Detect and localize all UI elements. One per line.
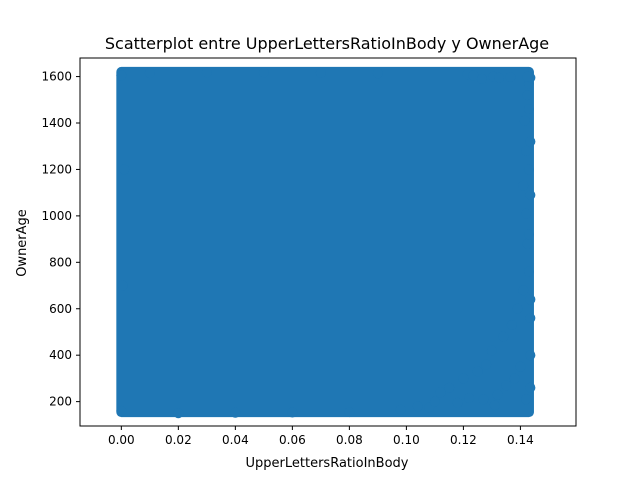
scatter-point bbox=[494, 72, 505, 83]
scatter-point bbox=[523, 229, 534, 240]
scatter-point bbox=[344, 407, 355, 418]
scatter-point bbox=[119, 164, 130, 175]
scatter-point bbox=[525, 189, 536, 200]
scatter-point bbox=[458, 373, 469, 384]
scatter-point bbox=[512, 303, 523, 314]
scatter-point bbox=[476, 73, 487, 84]
y-tick-label: 800 bbox=[49, 255, 72, 269]
scatter-point bbox=[523, 104, 534, 115]
scatter-point bbox=[523, 266, 534, 277]
scatter-point-cloud bbox=[116, 66, 534, 418]
chart-title: Scatterplot entre UpperLettersRatioInBod… bbox=[105, 34, 549, 53]
scatter-point bbox=[522, 238, 533, 249]
scatter-point bbox=[505, 72, 516, 83]
scatter-point bbox=[509, 373, 520, 384]
scatter-point bbox=[498, 331, 509, 342]
x-tick-label: 0.12 bbox=[450, 433, 477, 447]
x-tick-label: 0.02 bbox=[165, 433, 192, 447]
scatter-point bbox=[521, 145, 532, 156]
scatter-point bbox=[372, 68, 383, 79]
scatter-point bbox=[444, 382, 455, 393]
scatter-point bbox=[201, 67, 212, 78]
scatter-point bbox=[144, 68, 155, 79]
y-tick-label: 400 bbox=[49, 348, 72, 362]
scatter-point bbox=[116, 405, 127, 416]
scatter-point bbox=[518, 180, 529, 191]
scatter-point bbox=[525, 313, 536, 324]
scatter-point bbox=[173, 408, 184, 419]
scatter-point bbox=[468, 70, 479, 81]
y-tick-label: 1200 bbox=[41, 162, 72, 176]
y-tick-label: 1600 bbox=[41, 70, 72, 84]
scatter-point bbox=[464, 393, 475, 404]
scatter-point bbox=[230, 407, 241, 418]
x-axis-ticks: 0.00 0.02 0.04 0.06 0.08 0.10 0.12 0.14 bbox=[108, 426, 534, 447]
scatter-point bbox=[258, 67, 269, 78]
scatter-point bbox=[525, 136, 536, 147]
scatter-point bbox=[435, 387, 446, 398]
y-tick-label: 1400 bbox=[41, 116, 72, 130]
x-tick-label: 0.04 bbox=[222, 433, 249, 447]
x-axis-label: UpperLettersRatioInBody bbox=[246, 456, 409, 471]
scatter-point bbox=[525, 382, 536, 393]
scatter-point bbox=[519, 115, 530, 126]
scatter-point bbox=[315, 67, 326, 78]
scatter-point bbox=[452, 397, 463, 408]
scatter-point bbox=[521, 208, 532, 219]
y-tick-label: 200 bbox=[49, 395, 72, 409]
x-tick-label: 0.14 bbox=[507, 433, 534, 447]
scatter-point bbox=[515, 361, 526, 372]
scatter-point bbox=[492, 389, 503, 400]
scatter-point bbox=[116, 70, 127, 81]
scatter-point bbox=[287, 407, 298, 418]
scatter-point bbox=[518, 285, 529, 296]
x-tick-label: 0.10 bbox=[393, 433, 420, 447]
scatter-point bbox=[412, 401, 423, 412]
scatter-point bbox=[395, 404, 406, 415]
scatter-point bbox=[521, 394, 532, 405]
scatter-point bbox=[117, 280, 128, 291]
scatter-point bbox=[486, 345, 497, 356]
x-tick-label: 0.08 bbox=[336, 433, 363, 447]
scatter-point bbox=[522, 71, 533, 82]
axes-frame bbox=[79, 57, 577, 427]
y-axis-label: OwnerAge bbox=[15, 209, 30, 277]
scatter-point bbox=[525, 294, 536, 305]
y-axis-ticks: 200 400 600 800 1000 1200 1400 1600 bbox=[41, 70, 80, 409]
scatter-point bbox=[429, 396, 440, 407]
scatter-point bbox=[478, 394, 489, 405]
scatter-point bbox=[472, 366, 483, 377]
scatter-point bbox=[489, 400, 500, 411]
scatter-point bbox=[525, 350, 536, 361]
plot-area bbox=[116, 66, 536, 419]
scatter-point bbox=[523, 164, 534, 175]
scatter-point bbox=[522, 90, 533, 101]
scatter-point bbox=[481, 359, 492, 370]
y-tick-label: 1000 bbox=[41, 209, 72, 223]
x-tick-label: 0.00 bbox=[108, 433, 135, 447]
scatter-point bbox=[506, 320, 517, 331]
scatter-point bbox=[501, 380, 512, 391]
x-tick-label: 0.06 bbox=[279, 433, 306, 447]
y-tick-label: 600 bbox=[49, 302, 72, 316]
